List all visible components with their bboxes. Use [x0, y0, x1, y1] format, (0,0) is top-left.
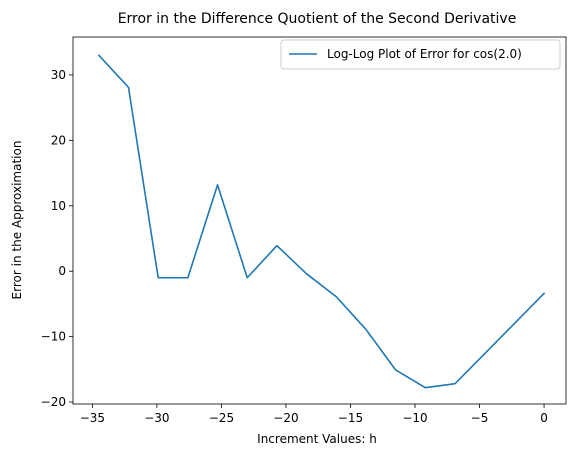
- x-tick-label: −30: [144, 411, 169, 425]
- x-tick-label: −20: [273, 411, 298, 425]
- x-tick-label: −35: [80, 411, 105, 425]
- series-line-0: [97, 54, 546, 389]
- y-tick-label: 30: [51, 68, 66, 82]
- legend-box: [280, 39, 561, 70]
- y-tick-label: −20: [41, 395, 66, 409]
- x-tick-label: −25: [209, 411, 234, 425]
- y-axis-label: Error in the Approximation: [10, 141, 24, 300]
- x-axis: −35 −30 −25 −20 −15 −10 −5 0: [80, 404, 548, 425]
- y-tick-label: 0: [58, 264, 66, 278]
- y-tick-label: 20: [51, 133, 66, 147]
- x-tick-label: −10: [402, 411, 427, 425]
- x-tick-label: 0: [540, 411, 548, 425]
- series-layer: [97, 54, 546, 389]
- legend-entry-label: Log-Log Plot of Error for cos(2.0): [327, 47, 522, 61]
- x-axis-label: Increment Values: h: [257, 432, 377, 446]
- chart-title: Error in the Difference Quotient of the …: [118, 11, 517, 27]
- y-axis: −20 −10 0 10 20 30: [41, 68, 73, 409]
- x-tick-label: −15: [338, 411, 363, 425]
- x-tick-label: −5: [471, 411, 489, 425]
- legend: Log-Log Plot of Error for cos(2.0): [280, 39, 561, 70]
- plot-area: −35 −30 −25 −20 −15 −10 −5 0 −20 −10 0 10 20 30: [41, 36, 567, 425]
- plot-frame: [72, 36, 567, 405]
- y-tick-label: −10: [41, 330, 66, 344]
- y-tick-label: 10: [51, 199, 66, 213]
